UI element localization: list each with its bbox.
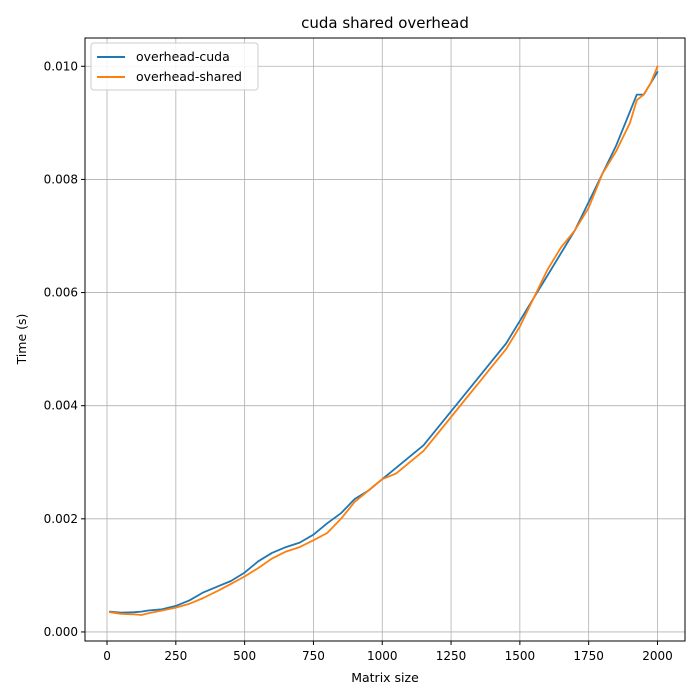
y-tick-label: 0.008 [44, 172, 78, 186]
x-tick-label: 2000 [642, 649, 673, 663]
plot-frame [84, 37, 686, 642]
y-axis-label: Time (s) [14, 314, 29, 366]
y-tick-label: 0.000 [44, 625, 78, 639]
x-tick-label: 750 [302, 649, 325, 663]
y-tick-label: 0.010 [44, 59, 78, 73]
legend: overhead-cuda overhead-shared [90, 42, 259, 91]
y-tick-label: 0.002 [44, 512, 78, 526]
x-tick-label: 1000 [367, 649, 398, 663]
chart-title: cuda shared overhead [301, 14, 469, 32]
x-tick-label: 500 [233, 649, 256, 663]
series-line-overhead-cuda [108, 71, 659, 614]
y-tick-label: 0.004 [44, 399, 78, 413]
series-line-overhead-shared [108, 65, 659, 616]
legend-box [90, 42, 259, 91]
series-lines [108, 65, 659, 616]
x-tick-label: 1500 [505, 649, 536, 663]
x-axis-label: Matrix size [351, 670, 419, 685]
grid [85, 38, 685, 641]
legend-label-overhead-shared: overhead-shared [136, 69, 242, 84]
x-tick-label: 1250 [436, 649, 467, 663]
legend-label-overhead-cuda: overhead-cuda [136, 49, 230, 64]
y-tick-label: 0.006 [44, 286, 78, 300]
x-tick-label: 1750 [573, 649, 604, 663]
x-tick-label: 250 [164, 649, 187, 663]
ticks: 0 250 500 750 1000 1250 1500 1750 2000 0.000 0.002… [44, 59, 673, 663]
x-tick-label: 0 [103, 649, 111, 663]
